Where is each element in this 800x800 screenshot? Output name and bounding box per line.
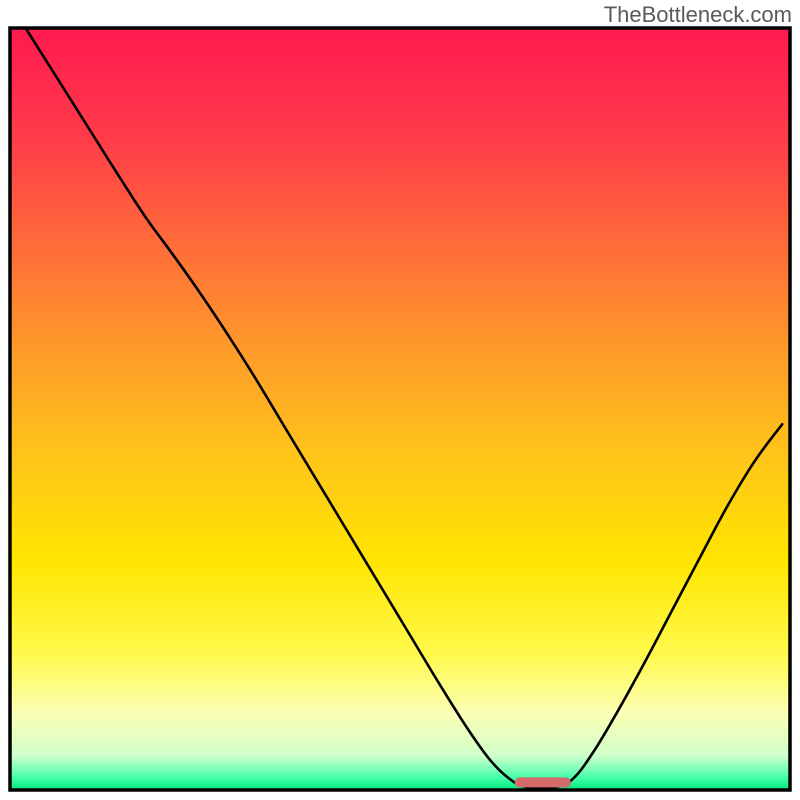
bottleneck-chart: TheBottleneck.com <box>0 0 800 800</box>
attribution-text: TheBottleneck.com <box>604 2 792 28</box>
plot-area <box>10 28 790 790</box>
chart-svg <box>0 0 800 800</box>
gradient-background <box>10 28 790 790</box>
optimal-marker <box>515 777 571 787</box>
